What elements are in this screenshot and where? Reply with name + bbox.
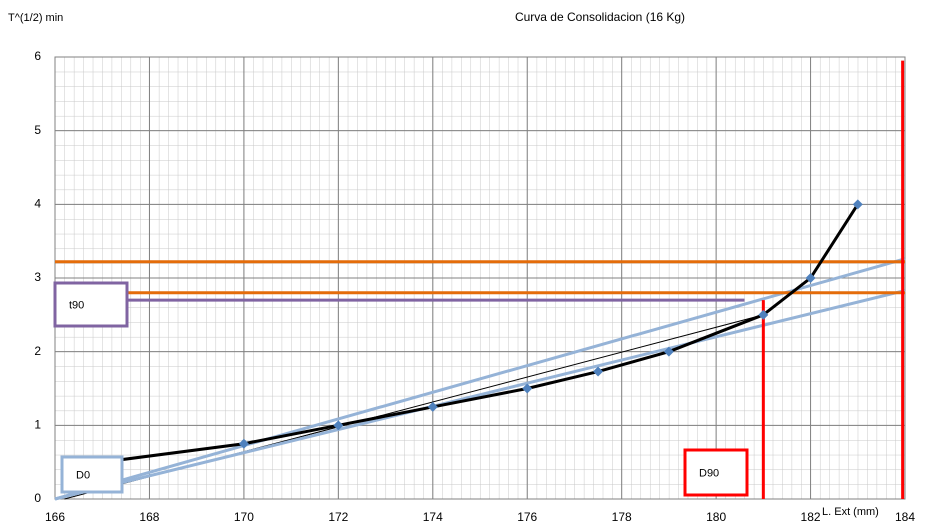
x-axis-label: L. Ext (mm) xyxy=(822,506,879,518)
x-tick-label: 168 xyxy=(139,510,159,524)
y-tick-label: 4 xyxy=(34,197,41,211)
y-tick-label: 6 xyxy=(34,49,41,63)
axis-label-bg xyxy=(820,503,886,519)
x-tick-label: 180 xyxy=(706,510,726,524)
marker xyxy=(427,401,438,412)
x-tick-label: 178 xyxy=(612,510,632,524)
marker xyxy=(238,438,249,449)
annotation-box xyxy=(60,455,124,494)
y-axis-label: T^(1/2) min xyxy=(8,12,63,24)
annotation: D0 xyxy=(76,469,90,481)
y-tick-label: 5 xyxy=(34,123,41,137)
x-tick-label: 182 xyxy=(801,510,821,524)
y-tick-label: 0 xyxy=(34,491,41,505)
annotation: D90 xyxy=(699,467,719,479)
marker xyxy=(758,309,769,320)
labels: 166 168 170 172 174 176 178 180 182 184 0 1 2 3 4 5 6 t90… xyxy=(34,49,915,524)
y-tick-label: 2 xyxy=(34,344,41,358)
y-tick-label: 1 xyxy=(34,418,41,432)
x-tick-label: 174 xyxy=(423,510,443,524)
annotation-box xyxy=(53,281,129,328)
plot-border xyxy=(54,56,906,500)
x-tick-label: 184 xyxy=(895,510,915,524)
y-tick-label: 3 xyxy=(34,270,41,284)
chart-title: Curva de Consolidacion (16 Kg) xyxy=(515,10,685,24)
marker xyxy=(593,366,604,377)
x-tick-label: 176 xyxy=(517,510,537,524)
marker xyxy=(805,273,816,283)
marker xyxy=(522,383,533,394)
x-tick-label: 166 xyxy=(45,510,65,524)
marker xyxy=(852,199,863,210)
line xyxy=(102,203,860,464)
line xyxy=(54,257,906,501)
annotation: t90 xyxy=(69,299,84,311)
marks xyxy=(54,60,906,501)
marker xyxy=(663,346,674,357)
annotation-box xyxy=(683,448,749,497)
x-tick-label: 172 xyxy=(328,510,348,524)
marker xyxy=(333,420,344,431)
x-tick-label: 170 xyxy=(234,510,254,524)
